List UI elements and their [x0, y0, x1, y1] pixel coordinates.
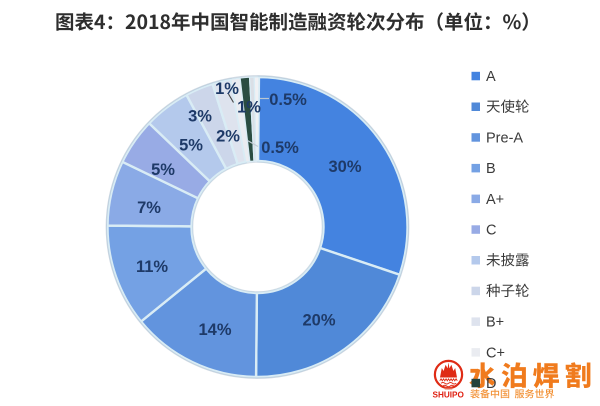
svg-text:11%: 11%: [136, 258, 168, 276]
svg-text:B: B: [486, 161, 496, 177]
svg-text:30%: 30%: [328, 158, 361, 176]
svg-text:Pre-A: Pre-A: [486, 130, 523, 146]
svg-text:SHUIPO: SHUIPO: [432, 391, 464, 400]
svg-text:0.5%: 0.5%: [261, 139, 299, 157]
svg-text:1%: 1%: [237, 98, 261, 116]
svg-text:20%: 20%: [302, 311, 335, 329]
svg-text:14%: 14%: [198, 321, 231, 339]
svg-text:D: D: [486, 376, 496, 392]
svg-text:C+: C+: [486, 345, 505, 361]
svg-text:C: C: [486, 223, 496, 239]
svg-text:3%: 3%: [188, 107, 212, 125]
svg-text:7%: 7%: [137, 199, 161, 217]
svg-text:B+: B+: [486, 315, 504, 331]
svg-text:0.5%: 0.5%: [269, 91, 307, 109]
svg-text:A: A: [486, 69, 496, 85]
svg-text:2%: 2%: [216, 127, 240, 145]
svg-text:5%: 5%: [151, 161, 175, 179]
svg-text:5%: 5%: [179, 136, 203, 154]
svg-text:A+: A+: [486, 192, 504, 208]
svg-text:1%: 1%: [215, 80, 239, 98]
